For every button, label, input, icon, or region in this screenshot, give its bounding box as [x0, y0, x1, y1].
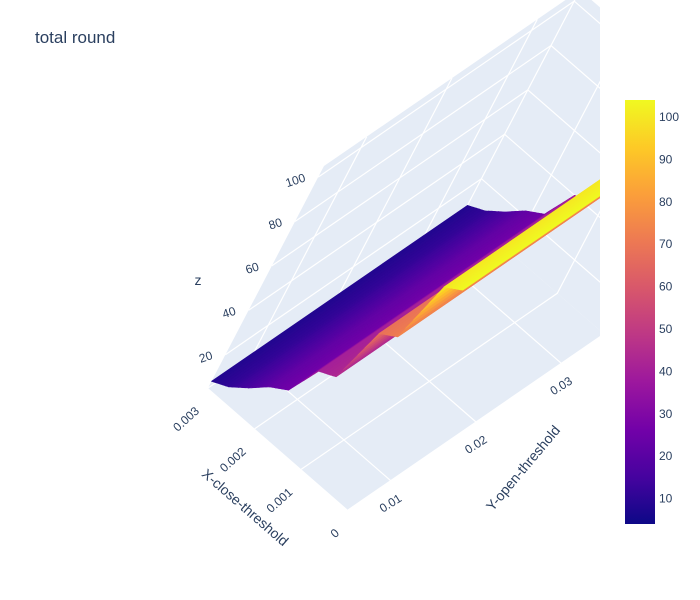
surface-patch	[452, 187, 600, 290]
x-tick-label: 0	[328, 526, 343, 541]
colorbar-tick-label: 100	[659, 110, 679, 124]
z-tick-label: 100	[284, 171, 308, 191]
colorbar-tick-label: 60	[659, 280, 673, 294]
z-tick-label: 80	[267, 215, 284, 233]
surface-patch	[449, 184, 600, 289]
surface-patch	[458, 192, 600, 291]
y-tick-label: 0.01	[377, 491, 405, 515]
z-tick-label: 20	[197, 348, 214, 366]
x-gridline	[347, 336, 600, 511]
colorbar-tick-label: 40	[659, 364, 673, 378]
y-axis-title: Y-open-threshold	[483, 422, 563, 514]
colorbar-tick-label: 70	[659, 237, 673, 251]
colorbar-tick-label: 30	[659, 407, 673, 421]
y-tick-label: 0.02	[462, 432, 490, 456]
colorbar-tick-label: 90	[659, 152, 673, 166]
z-tick-label: 60	[244, 259, 261, 277]
x-tick-label: 0.001	[264, 485, 296, 516]
x-tick-label: 0.003	[170, 404, 202, 435]
colorbar-tick-label: 20	[659, 449, 673, 463]
colorbar-tick-label: 80	[659, 195, 673, 209]
y-tick-label: 0.03	[548, 374, 576, 398]
colorbar: 10 20 30 40 50 60 70 80 90 100	[625, 100, 679, 524]
pane-side-y	[464, 0, 600, 331]
x-gridline	[300, 210, 600, 470]
colorbar-gradient	[625, 100, 655, 524]
colorbar-tick-label: 10	[659, 492, 673, 506]
surface-scene[interactable]: 20 40 60 80 100 0 0.001 0.002 0.003 0.01 0.02 0.03 z…	[0, 0, 600, 600]
chart-title: total round	[35, 28, 116, 47]
surface-patch	[446, 182, 600, 289]
surface	[210, 179, 600, 391]
z-tick-label: 40	[220, 304, 237, 322]
x-tick-label: 0.002	[217, 444, 249, 475]
z-axis-title: z	[195, 272, 202, 288]
surface-patch	[443, 179, 600, 288]
surface-patch	[455, 190, 600, 291]
pane-floor	[208, 212, 600, 510]
colorbar-tick-label: 50	[659, 322, 673, 336]
